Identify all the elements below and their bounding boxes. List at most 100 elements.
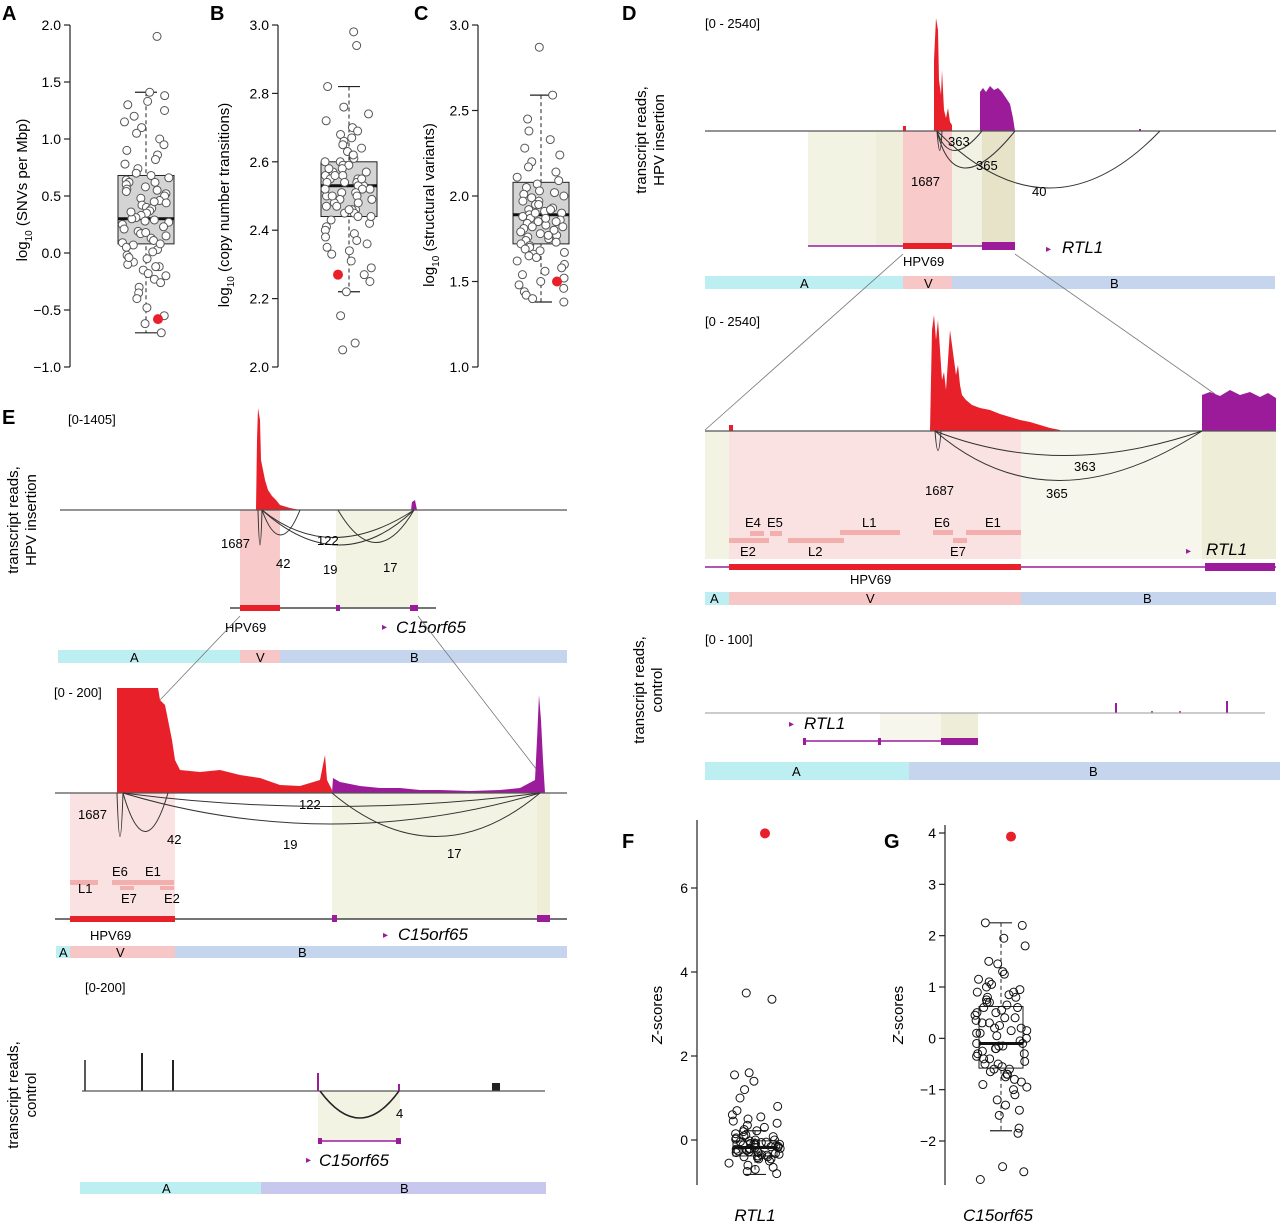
segment-a bbox=[58, 650, 240, 663]
data-point bbox=[558, 222, 568, 232]
hpv-gene-label: E1 bbox=[145, 864, 161, 879]
data-point bbox=[348, 150, 358, 160]
virus-label-d2: HPV69 bbox=[850, 572, 891, 587]
data-point bbox=[979, 1054, 989, 1064]
data-point bbox=[1017, 920, 1027, 930]
data-point bbox=[362, 239, 372, 249]
y-axis-label-f: Z-scores bbox=[649, 986, 666, 1045]
segment-b-label: B bbox=[1143, 591, 1152, 606]
segment-b-label: B bbox=[400, 1181, 409, 1196]
panel-e: E [0-1405] transcript reads, HPV inserti… bbox=[2, 407, 567, 1196]
data-point bbox=[161, 198, 171, 208]
data-point bbox=[531, 253, 541, 263]
data-point bbox=[1013, 1003, 1023, 1013]
data-point bbox=[987, 979, 997, 989]
data-point bbox=[995, 1021, 1005, 1030]
virus-label-e1: HPV69 bbox=[225, 620, 266, 635]
data-point bbox=[727, 1110, 737, 1120]
data-point bbox=[728, 1116, 738, 1126]
junction-arc bbox=[934, 430, 1203, 456]
data-point bbox=[972, 1008, 982, 1018]
data-point bbox=[338, 140, 348, 150]
viral-coverage-e1 bbox=[256, 408, 300, 510]
panel-g: G 4 3 2 1 0 −1 −2 Z-scores C15orf65 bbox=[884, 825, 1034, 1225]
data-point bbox=[1015, 1036, 1025, 1046]
highlighted-sample bbox=[760, 828, 770, 839]
segment-a bbox=[705, 762, 909, 780]
data-point bbox=[536, 277, 546, 286]
data-point bbox=[534, 186, 544, 196]
segment-a-label: A bbox=[792, 764, 801, 779]
data-point bbox=[161, 231, 171, 241]
y-tick-label: −1.0 bbox=[33, 359, 61, 375]
boxplot-g bbox=[970, 831, 1032, 1184]
coverage-bar bbox=[492, 1083, 500, 1091]
data-point bbox=[998, 1162, 1008, 1172]
viral-coverage-e2 bbox=[117, 688, 332, 793]
side-label-e2a: transcript reads, bbox=[5, 1041, 22, 1149]
data-point bbox=[740, 1085, 750, 1095]
junction-arc bbox=[936, 130, 1016, 169]
data-point bbox=[143, 269, 153, 279]
data-point bbox=[322, 242, 332, 252]
data-point bbox=[732, 1106, 742, 1116]
data-point bbox=[140, 319, 150, 329]
strand-arrow-icon: ▸ bbox=[306, 1155, 311, 1166]
segment-v bbox=[729, 592, 1021, 605]
region-b-shade bbox=[318, 1091, 400, 1141]
coverage-bar bbox=[903, 126, 906, 131]
data-point bbox=[759, 1122, 769, 1132]
y-tick-label: 6 bbox=[680, 880, 688, 896]
junction-arc bbox=[936, 130, 943, 151]
segment-a-label: A bbox=[59, 945, 68, 960]
y-axis-label-a: log10 (SNVs per Mbp) bbox=[14, 119, 35, 262]
segment-a-label: A bbox=[130, 650, 139, 665]
region-a-shade bbox=[705, 431, 729, 559]
region-b2-shade bbox=[941, 713, 978, 741]
data-point bbox=[980, 1059, 990, 1069]
hpv-gene-block bbox=[750, 531, 764, 536]
data-point bbox=[998, 967, 1008, 977]
gene-exon bbox=[878, 738, 881, 745]
boxplot-b bbox=[320, 27, 378, 355]
data-point bbox=[735, 1093, 745, 1103]
strand-arrow-icon: ▸ bbox=[789, 719, 794, 730]
boxplot-f bbox=[724, 828, 785, 1179]
data-point bbox=[743, 1160, 753, 1170]
data-point bbox=[156, 278, 166, 288]
junction-count: 42 bbox=[167, 832, 181, 847]
data-point bbox=[347, 133, 357, 143]
side-label-d1a: transcript reads, bbox=[633, 86, 650, 194]
panel-label-c: C bbox=[414, 3, 428, 25]
junction-arc bbox=[122, 792, 541, 807]
data-point bbox=[365, 277, 375, 286]
data-point bbox=[359, 270, 369, 280]
data-point bbox=[980, 918, 990, 928]
zoom-connector bbox=[417, 615, 538, 771]
data-point bbox=[344, 205, 354, 215]
junction-count: 363 bbox=[948, 134, 970, 149]
data-point bbox=[528, 294, 538, 304]
panel-label-f: F bbox=[622, 831, 634, 853]
boxplot-a bbox=[117, 31, 175, 338]
gene-label-e2: C15orf65 bbox=[398, 925, 468, 944]
region-b2-shade bbox=[537, 793, 550, 919]
segment-b-label: B bbox=[410, 650, 419, 665]
y-tick-label: 2 bbox=[928, 928, 936, 944]
hpv-gene-block bbox=[770, 531, 782, 536]
y-ticks-b: 3.0 2.8 2.6 2.4 2.2 2.0 bbox=[250, 17, 278, 375]
y-tick-label: 2 bbox=[680, 1048, 688, 1064]
data-point bbox=[970, 1010, 980, 1020]
data-point bbox=[744, 1144, 754, 1154]
hpv-gene-block bbox=[788, 538, 844, 543]
data-point bbox=[341, 287, 351, 297]
gene-coverage-d2 bbox=[1202, 390, 1276, 431]
segment-b-label: B bbox=[1110, 276, 1119, 291]
junction-count: 365 bbox=[1046, 486, 1068, 501]
gene-exon bbox=[982, 242, 1015, 250]
data-point bbox=[527, 222, 537, 232]
data-point bbox=[1000, 1013, 1010, 1023]
segment-a bbox=[705, 276, 903, 289]
junction-count: 1687 bbox=[925, 483, 954, 498]
panel-label-b: B bbox=[210, 3, 224, 25]
